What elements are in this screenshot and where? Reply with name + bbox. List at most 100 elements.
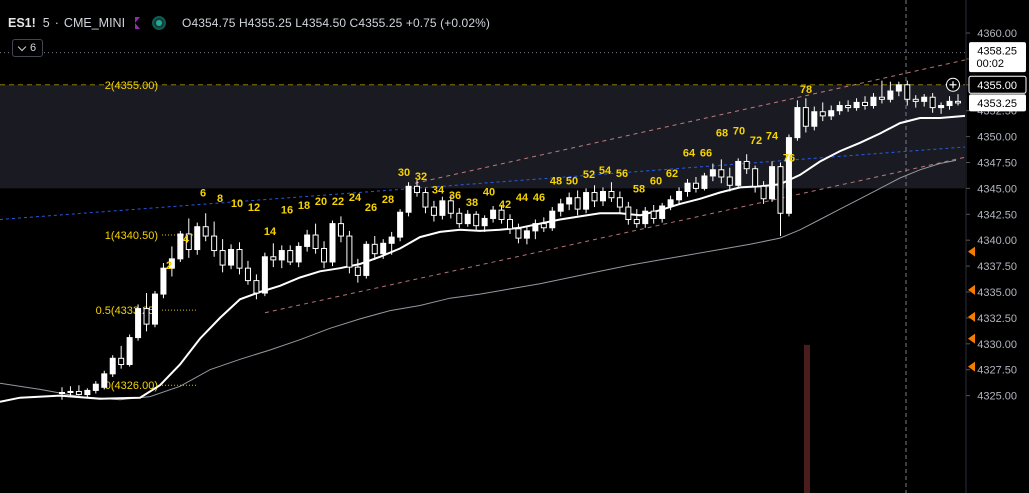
bar-count-label: 56	[616, 168, 628, 180]
candle	[135, 304, 142, 341]
volume-bar	[804, 344, 810, 493]
candle	[312, 223, 319, 254]
candle	[253, 274, 260, 300]
candle	[912, 95, 919, 108]
supply-demand-zone	[0, 84, 965, 189]
alert-marker-icon	[968, 311, 975, 322]
candle	[608, 182, 615, 202]
add-alert-icon	[946, 77, 960, 92]
candle-body	[574, 197, 581, 210]
interval-label[interactable]: 5	[42, 16, 50, 30]
candle-body	[625, 206, 632, 220]
axis-tick-label: 4330.00	[977, 339, 1017, 351]
candle	[743, 154, 750, 174]
candle	[430, 200, 437, 222]
candle	[498, 204, 505, 224]
candle-body	[650, 210, 657, 219]
candle	[202, 213, 209, 242]
candle	[862, 96, 869, 110]
candle-body	[701, 175, 708, 189]
candle-body	[498, 209, 505, 220]
candle	[642, 207, 649, 228]
candle-body	[608, 191, 615, 199]
candle	[422, 188, 429, 214]
bar-count-label: 78	[800, 84, 812, 96]
indicators-toggle-button[interactable]: 6	[12, 39, 43, 57]
candle-body	[709, 169, 716, 177]
candle-body	[684, 182, 691, 193]
candle-body	[439, 200, 446, 216]
candle-body	[802, 107, 809, 127]
candle-body	[659, 205, 666, 219]
candle	[126, 334, 133, 367]
candle	[219, 239, 226, 273]
candle	[321, 241, 328, 269]
fibonacci-levels: 2(4355.00) 1(4340.50) 0.5(4333.25) 0(4326.0…	[0, 80, 965, 392]
candle	[566, 192, 573, 211]
candle-body	[599, 191, 606, 202]
candle	[185, 218, 192, 258]
candle	[414, 180, 421, 197]
candle-body	[836, 105, 843, 112]
candle	[194, 222, 201, 255]
ohlc-values: O4354.75 H4355.25 L4354.50 C4355.25 +0.7…	[182, 16, 490, 30]
bar-count-label: 58	[633, 184, 645, 196]
price-axis[interactable]: 4360.004357.504355.004352.504350.004347.…	[946, 0, 1029, 493]
candle-body	[270, 256, 277, 261]
trend-line	[0, 146, 966, 220]
bar-count-label: 76	[783, 152, 795, 164]
candle-body	[878, 96, 885, 100]
alert-marker-icon	[968, 361, 975, 372]
axis-tick-label: 4360.00	[977, 28, 1017, 40]
candle	[211, 221, 218, 257]
candle-body	[532, 223, 539, 232]
price-label-countdown: 00:02	[976, 58, 1004, 70]
candle-body	[955, 100, 961, 104]
candle-body	[676, 191, 683, 201]
candle	[447, 194, 454, 219]
market-status-icon[interactable]	[152, 16, 167, 30]
candle	[878, 80, 885, 104]
candle	[346, 230, 353, 274]
candle	[363, 241, 370, 279]
fib-label: 0(4326.00)	[105, 380, 158, 392]
candle-body	[304, 234, 311, 247]
candle-body	[464, 213, 471, 225]
candle-body	[194, 226, 201, 251]
bar-count-label: 36	[449, 190, 461, 202]
price-label-box	[969, 42, 1026, 73]
candle	[464, 210, 471, 227]
candle-body	[118, 357, 125, 366]
flag-icon[interactable]	[135, 17, 141, 29]
axis-tick-label: 4325.00	[977, 391, 1017, 403]
candle-body	[692, 182, 699, 189]
candle	[329, 220, 336, 267]
bar-count-label: 42	[499, 199, 511, 211]
candle-body	[211, 235, 218, 252]
candle-body	[354, 266, 361, 276]
candle-body	[287, 250, 294, 263]
candle	[574, 190, 581, 216]
candle	[718, 159, 725, 184]
candle	[802, 98, 809, 133]
axis-tick-label: 4335.00	[977, 287, 1017, 299]
candle	[388, 231, 395, 255]
bar-count-label: 28	[382, 194, 394, 206]
candle-body	[388, 236, 395, 244]
candle	[769, 161, 776, 202]
axis-tick-label: 4337.50	[977, 261, 1017, 273]
symbol-legend: ES1! 5 · CME_MINI O4354.75 H4355.25 L435…	[8, 14, 490, 32]
symbol-name[interactable]: ES1!	[8, 16, 36, 30]
candle-body	[507, 218, 513, 230]
bar-count-label: 2	[166, 260, 172, 272]
candle	[557, 198, 564, 217]
axis-tick-label: 4345.00	[977, 183, 1017, 195]
candle	[490, 206, 497, 223]
candle-body	[591, 192, 598, 202]
candle	[684, 179, 691, 197]
bar-count-label: 60	[650, 175, 662, 187]
candle-body	[278, 250, 285, 261]
candle-body	[261, 256, 268, 294]
candle	[895, 81, 902, 97]
